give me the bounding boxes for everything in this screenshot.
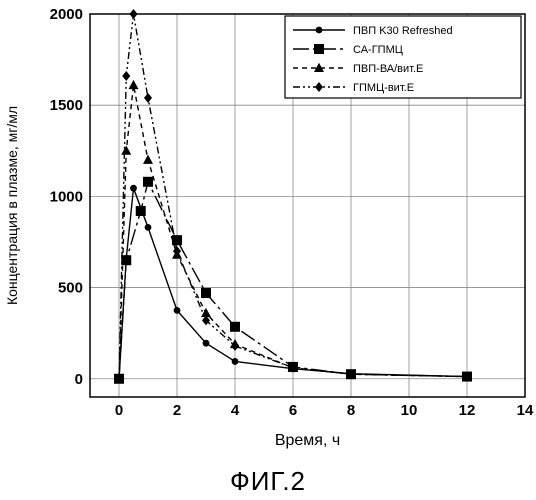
data-point — [231, 341, 239, 351]
data-point — [232, 358, 239, 365]
data-point — [145, 224, 152, 231]
legend-label: ПВП K30 Refreshed — [353, 25, 453, 37]
y-tick-label: 500 — [58, 280, 83, 297]
data-point — [203, 340, 210, 347]
data-point — [122, 71, 130, 81]
data-point — [201, 288, 211, 298]
data-point — [230, 322, 240, 332]
legend-label: СА-ГПМЦ — [353, 44, 403, 56]
y-tick-label: 1500 — [50, 97, 83, 114]
legend-marker — [316, 27, 323, 34]
legend: ПВП K30 Refreshed СА-ГПМЦ ПВП-ВА/вит.Е ГПМЦ… — [285, 16, 521, 98]
data-point — [121, 146, 131, 155]
data-point — [129, 9, 137, 19]
x-tick-label: 14 — [517, 402, 534, 419]
y-tick-label: 2000 — [50, 6, 83, 23]
y-tick-label: 1000 — [50, 188, 83, 205]
data-point — [129, 80, 139, 89]
data-point — [143, 155, 153, 164]
y-axis-label: Концентрация в плазме, мг/мл — [4, 106, 20, 305]
x-tick-label: 2 — [173, 402, 181, 419]
data-point — [136, 206, 146, 216]
x-tick-label: 10 — [401, 402, 418, 419]
data-point — [144, 93, 152, 103]
figure-caption: ФИГ.2 — [0, 466, 536, 497]
y-tick-label: 0 — [75, 371, 83, 388]
legend-label: ГПМЦ-вит.Е — [353, 82, 414, 94]
data-point — [143, 177, 153, 187]
x-tick-label: 0 — [115, 402, 123, 419]
data-point — [130, 185, 137, 192]
x-axis-label: Время, ч — [275, 432, 340, 449]
x-tick-label: 12 — [459, 402, 476, 419]
legend-label: ПВП-ВА/вит.Е — [353, 63, 423, 75]
data-point — [172, 235, 182, 245]
legend-marker — [314, 44, 324, 54]
x-tick-label: 6 — [289, 402, 297, 419]
data-point — [174, 307, 181, 314]
x-tick-label: 8 — [347, 402, 355, 419]
x-tick-label: 4 — [231, 402, 240, 419]
